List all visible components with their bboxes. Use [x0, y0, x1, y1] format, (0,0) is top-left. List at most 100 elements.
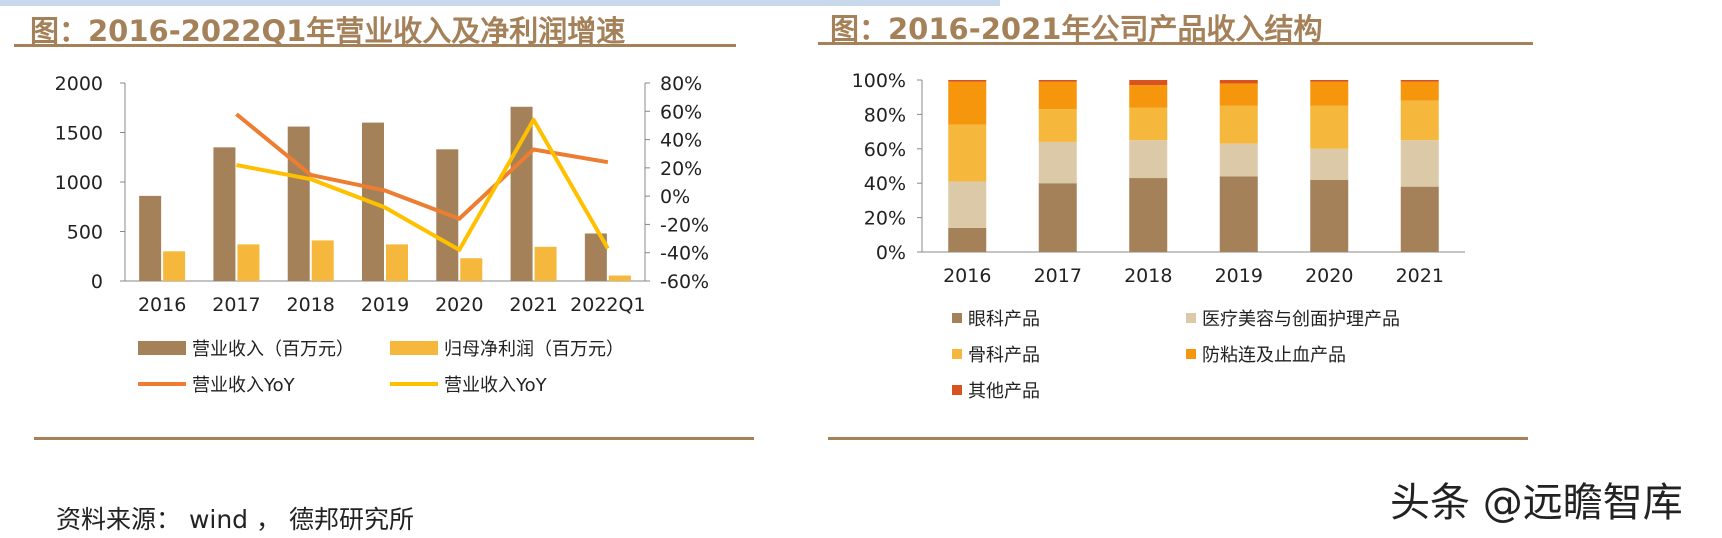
stacked-segment — [1310, 81, 1349, 106]
x-tick-label: 2017 — [1034, 265, 1082, 287]
top-strip — [0, 0, 1000, 6]
stacked-segment — [1310, 105, 1349, 149]
x-tick-label: 2017 — [212, 294, 260, 316]
y-tick-label: 40% — [864, 173, 906, 195]
stacked-segment — [1400, 100, 1439, 141]
revenue-bar — [139, 195, 162, 281]
second-yoy-line — [236, 117, 610, 252]
stacked-segment — [1310, 148, 1349, 180]
x-tick-label: 2018 — [287, 294, 335, 316]
x-tick-label: 2020 — [435, 294, 483, 316]
right-y-tick-label: 60% — [660, 101, 702, 123]
right-y-tick-label: -60% — [660, 271, 709, 293]
x-tick-label: 2022Q1 — [570, 294, 645, 316]
stacked-segment — [1129, 107, 1168, 141]
left-title-rule — [14, 44, 736, 47]
x-tick-label: 2021 — [509, 294, 557, 316]
stacked-segment — [1129, 80, 1168, 86]
legend-label: 医疗美容与创面护理产品 — [1202, 309, 1400, 330]
legend-label: 归母净利润（百万元） — [444, 339, 624, 360]
watermark: 头条 @远瞻智库 — [1390, 480, 1683, 526]
legend-swatch — [952, 313, 962, 323]
stacked-segment — [1129, 140, 1168, 179]
stacked-segment — [948, 124, 987, 182]
stacked-segment — [948, 81, 987, 125]
left-y-tick-label: 1000 — [55, 172, 103, 194]
legend-swatch — [390, 341, 438, 355]
profit-bar — [163, 251, 186, 281]
profit-bar — [460, 258, 483, 281]
legend-swatch — [1186, 313, 1196, 323]
stacked-segment — [1400, 186, 1439, 252]
legend-label: 营业收入YoY — [444, 375, 548, 396]
stacked-segment — [1219, 80, 1258, 84]
revenue-bar — [213, 147, 236, 281]
stacked-segment — [1219, 105, 1258, 144]
y-tick-label: 80% — [864, 104, 906, 126]
y-tick-label: 20% — [864, 208, 906, 230]
stacked-segment — [1400, 80, 1439, 82]
x-tick-label: 2021 — [1396, 265, 1444, 287]
left-y-tick-label: 0 — [91, 271, 103, 293]
stacked-segment — [1129, 178, 1168, 252]
right-y-tick-label: 40% — [660, 130, 702, 152]
legend-label: 营业收入（百万元） — [192, 339, 354, 360]
revenue-bar — [584, 233, 607, 281]
right-title-rule — [818, 42, 1533, 45]
stacked-segment — [948, 181, 987, 228]
x-tick-label: 2019 — [1215, 265, 1263, 287]
source-note: 资料来源： wind ， 德邦研究所 — [56, 505, 414, 534]
legend-swatch — [952, 385, 962, 395]
stacked-segment — [1310, 179, 1349, 252]
legend-label: 其他产品 — [968, 381, 1040, 402]
revenue-profit-chart: 0 500 1000 1500 2000 -60% -40% -20% 0% 20% 40% 60% 8… — [55, 73, 709, 396]
x-tick-label: 2019 — [361, 294, 409, 316]
product-structure-chart: 0% 20% 40% 60% 80% 100% 2016 2017 2018 2019 2020 20… — [852, 70, 1465, 402]
right-bottom-rule — [828, 437, 1528, 440]
stacked-segment — [1400, 81, 1439, 101]
legend-swatch — [1186, 349, 1196, 359]
y-tick-label: 60% — [864, 139, 906, 161]
x-tick-label: 2018 — [1124, 265, 1172, 287]
left-y-tick-label: 500 — [67, 222, 103, 244]
right-y-tick-label: -20% — [660, 214, 709, 236]
stacked-segment — [1129, 85, 1168, 108]
right-y-tick-label: 20% — [660, 158, 702, 180]
stacked-segment — [1038, 109, 1077, 142]
stacked-segment — [948, 227, 987, 252]
stacked-segment — [1038, 80, 1077, 82]
profit-bar — [386, 244, 408, 281]
stacked-segment — [1038, 183, 1077, 252]
x-tick-label: 2016 — [138, 294, 186, 316]
right-y-tick-label: 0% — [660, 186, 690, 208]
left-bottom-rule — [34, 437, 754, 440]
right-y-tick-label: -40% — [660, 243, 709, 265]
right-chart-title: 图：2016-2021年公司产品收入结构 — [830, 12, 1323, 46]
profit-bar — [534, 246, 557, 281]
stacked-segment — [1310, 80, 1349, 82]
right-y-tick-label: 80% — [660, 73, 702, 95]
legend-label: 营业收入YoY — [192, 375, 296, 396]
x-tick-label: 2016 — [943, 265, 991, 287]
stacked-segment — [1219, 143, 1258, 177]
profit-bar — [237, 244, 260, 281]
left-chart-title: 图：2016-2022Q1年营业收入及净利润增速 — [30, 14, 626, 48]
x-tick-label: 2020 — [1305, 265, 1353, 287]
stacked-segment — [1038, 81, 1077, 110]
legend-label: 防粘连及止血产品 — [1202, 345, 1346, 366]
y-tick-label: 0% — [876, 242, 906, 264]
profit-bar — [608, 275, 631, 281]
stacked-segment — [1400, 140, 1439, 187]
stacked-segment — [1038, 141, 1077, 184]
profit-bar — [311, 240, 334, 281]
y-tick-label: 100% — [852, 70, 906, 92]
stacked-segment — [948, 80, 987, 82]
revenue-bar — [287, 126, 310, 281]
legend-label: 骨科产品 — [968, 345, 1040, 366]
left-y-tick-label: 2000 — [55, 73, 103, 95]
stacked-segment — [1219, 176, 1258, 252]
legend-label: 眼科产品 — [968, 309, 1040, 330]
revenue-yoy-line — [235, 112, 609, 221]
stacked-segment — [1219, 83, 1258, 106]
left-y-tick-label: 1500 — [55, 123, 103, 145]
